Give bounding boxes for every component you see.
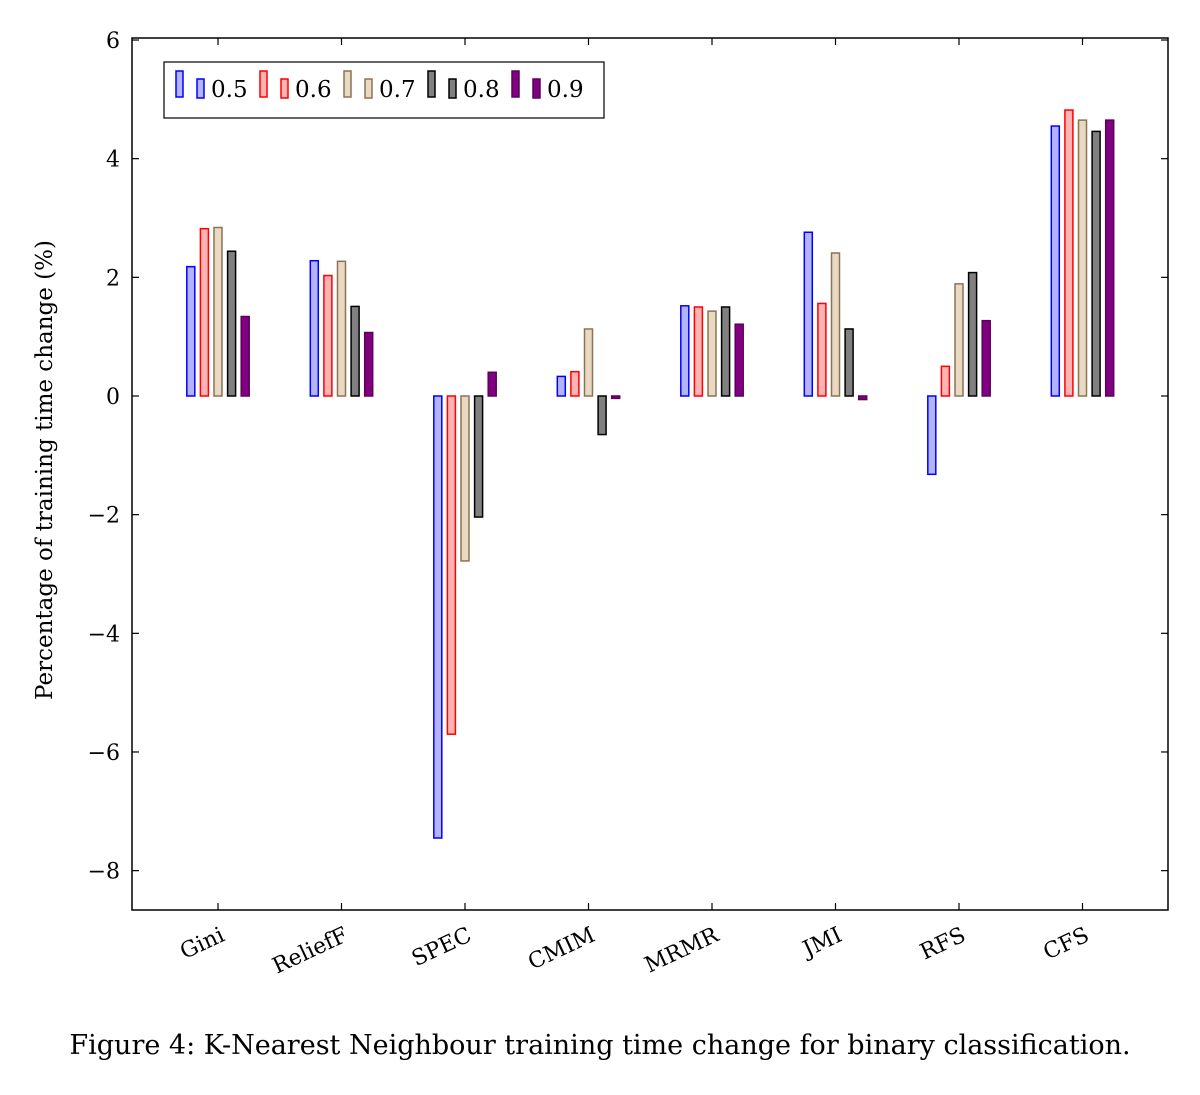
x-tick-label: MRMR — [641, 922, 724, 978]
bar-spec-0.7 — [460, 395, 470, 562]
bar-cfs-0.6 — [1064, 109, 1074, 397]
bar-rfs-0.7 — [954, 283, 964, 397]
bar-gini-0.6 — [199, 227, 210, 397]
bar-relieff-0.8 — [350, 305, 360, 397]
legend-label-0.7: 0.7 — [379, 77, 416, 103]
x-tick-label: SPEC — [408, 923, 475, 972]
y-axis-ticks: −8 −6 −4 −2 0 2 4 6 — [88, 29, 1168, 885]
y-tick-label: 2 — [106, 266, 120, 291]
bar-cmim-0.7 — [583, 328, 594, 397]
legend-swatch-tall-0.9 — [511, 70, 520, 98]
bar-cfs-0.9 — [1104, 119, 1115, 397]
legend-swatch-0.9 — [532, 78, 541, 99]
bar-cmim-0.5 — [556, 375, 567, 397]
legend-swatch-0.5 — [196, 78, 205, 99]
legend-label-0.8: 0.8 — [463, 77, 500, 103]
bar-jmi-0.5 — [803, 231, 814, 397]
legend-box — [163, 61, 605, 119]
y-tick-label: −8 — [88, 860, 120, 885]
legend-swatch-tall-0.6 — [259, 70, 268, 98]
legend-swatch-0.8 — [448, 78, 457, 99]
bar-jmi-0.7 — [830, 252, 841, 397]
bar-gini-0.7 — [213, 226, 223, 397]
bars — [186, 109, 1115, 839]
bar-cmim-0.9 — [610, 395, 621, 400]
bar-jmi-0.6 — [817, 302, 827, 397]
legend-swatch-0.6 — [280, 78, 289, 99]
y-tick-label: −6 — [88, 741, 120, 766]
bar-cfs-0.5 — [1050, 125, 1061, 397]
y-tick-label: −4 — [88, 622, 120, 647]
bar-gini-0.9 — [240, 315, 250, 397]
bar-cfs-0.8 — [1091, 130, 1101, 397]
legend-label-0.5: 0.5 — [211, 77, 248, 103]
bar-spec-0.8 — [473, 395, 484, 518]
legend-label-0.6: 0.6 — [295, 77, 332, 103]
legend-swatch-tall-0.8 — [427, 70, 436, 98]
bar-relieff-0.6 — [323, 274, 333, 397]
bar-gini-0.8 — [226, 250, 237, 397]
bar-rfs-0.8 — [967, 271, 978, 397]
x-tick-label: CMIM — [525, 923, 600, 975]
bar-mrmr-0.6 — [693, 306, 704, 397]
y-tick-label: 0 — [106, 385, 120, 410]
bar-mrmr-0.9 — [734, 323, 744, 397]
bar-relieff-0.5 — [309, 259, 320, 397]
bar-relieff-0.9 — [363, 331, 374, 397]
bar-mrmr-0.7 — [707, 310, 717, 397]
bar-gini-0.5 — [186, 265, 196, 397]
y-tick-label: 4 — [106, 148, 120, 173]
bar-chart: −8 −6 −4 −2 0 2 4 6 Gini ReliefF SPEC CMIM MRMR JMI R… — [32, 29, 1169, 979]
bar-cmim-0.6 — [570, 370, 580, 397]
y-tick-label: −2 — [88, 504, 120, 529]
bar-spec-0.9 — [487, 371, 497, 397]
bar-cmim-0.8 — [597, 395, 607, 436]
x-tick-label: Gini — [176, 923, 228, 965]
x-tick-label: RFS — [916, 923, 969, 965]
bar-mrmr-0.5 — [680, 305, 690, 397]
x-tick-label: CFS — [1040, 923, 1093, 966]
bar-relieff-0.7 — [336, 260, 347, 397]
x-axis-ticks: Gini ReliefF SPEC CMIM MRMR JMI RFS CFS — [176, 38, 1093, 979]
y-tick-label: 6 — [106, 29, 120, 54]
legend-swatch-tall-0.7 — [343, 70, 352, 98]
figure-caption: Figure 4: K-Nearest Neighbour training t… — [69, 1030, 1131, 1061]
bar-rfs-0.5 — [927, 395, 937, 476]
y-axis-label: Percentage of training time change (%) — [32, 240, 58, 700]
bar-spec-0.6 — [446, 395, 457, 735]
legend-swatch-0.7 — [364, 78, 373, 99]
plot-frame — [131, 37, 1169, 911]
bar-jmi-0.9 — [857, 395, 868, 401]
bar-mrmr-0.8 — [720, 306, 731, 397]
legend-swatch-tall-0.5 — [175, 70, 184, 98]
legend-label-0.9: 0.9 — [547, 77, 584, 103]
x-tick-label: JMI — [797, 923, 846, 963]
bar-rfs-0.6 — [940, 365, 951, 397]
bar-spec-0.5 — [433, 395, 443, 839]
bar-cfs-0.7 — [1077, 119, 1088, 397]
x-tick-label: ReliefF — [269, 923, 352, 980]
bar-rfs-0.9 — [981, 319, 991, 397]
legend: 0.5 0.6 0.7 0.8 0.9 — [163, 61, 605, 119]
bar-jmi-0.8 — [844, 328, 854, 397]
